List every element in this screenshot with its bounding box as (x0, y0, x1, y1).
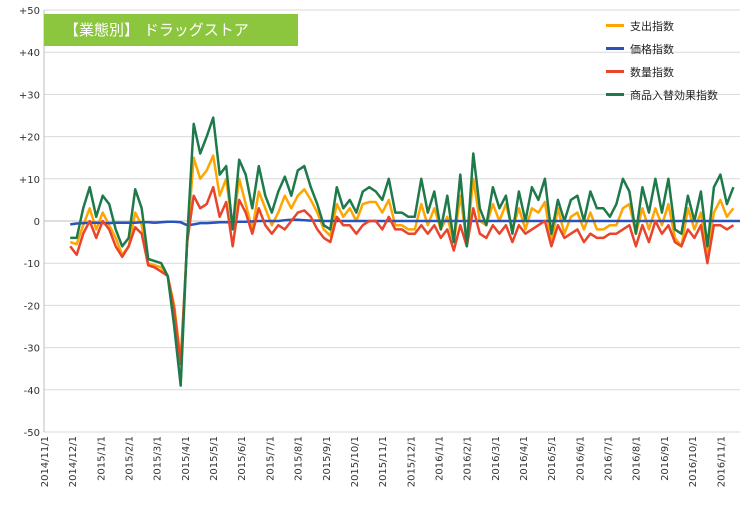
x-tick-label: 2015/10/1 (350, 436, 361, 487)
legend-label-quantity: 数量指数 (630, 65, 674, 79)
y-tick-label: 0 (34, 217, 40, 228)
x-tick-label: 2016/10/1 (688, 436, 699, 487)
x-tick-label: 2016/4/1 (519, 436, 530, 481)
x-tick-label: 2016/6/1 (575, 436, 586, 481)
y-tick-label: -20 (24, 301, 40, 312)
y-tick-label: +40 (19, 48, 40, 59)
y-tick-label: -30 (24, 344, 40, 355)
legend-item-spending: 支出指数 (606, 14, 718, 37)
series-lines (69, 116, 740, 387)
x-tick-label: 2015/9/1 (322, 436, 333, 481)
x-tick-label: 2016/5/1 (547, 436, 558, 481)
x-tick-label: 2016/3/1 (491, 436, 502, 481)
x-tick-label: 2016/7/1 (604, 436, 615, 481)
x-tick-label: 2015/6/1 (237, 436, 248, 481)
x-tick-label: 2016/2/1 (463, 436, 474, 481)
y-tick-label: +30 (19, 90, 40, 101)
x-tick-label: 2015/2/1 (125, 436, 136, 481)
y-tick-label: +10 (19, 175, 40, 186)
legend-label-replacement: 商品入替効果指数 (630, 88, 718, 102)
x-tick-label: 2015/12/1 (406, 436, 417, 487)
x-tick-label: 2015/5/1 (209, 436, 220, 481)
x-tick-label: 2015/3/1 (153, 436, 164, 481)
x-axis: 2014/11/1 2014/12/1 2015/1/1 2015/2/1 2015/3… (40, 436, 727, 487)
legend-swatch-quantity (606, 70, 624, 73)
series-line-0 (69, 154, 735, 362)
legend: 支出指数 価格指数 数量指数 商品入替効果指数 (606, 14, 718, 106)
x-tick-label: 2016/1/1 (434, 436, 445, 481)
legend-item-quantity: 数量指数 (606, 60, 718, 83)
chart-title: 【業態別】 ドラッグストア (44, 14, 298, 46)
legend-swatch-price (606, 47, 624, 50)
legend-swatch-replacement (606, 93, 624, 96)
series-line-1 (70, 218, 740, 227)
x-tick-label: 2016/11/1 (716, 436, 727, 487)
x-tick-label: 2015/7/1 (265, 436, 276, 481)
legend-label-spending: 支出指数 (630, 19, 674, 33)
x-tick-label: 2015/4/1 (181, 436, 192, 481)
y-tick-label: -10 (24, 259, 40, 270)
y-tick-label: +50 (19, 6, 40, 17)
y-tick-label: -50 (24, 428, 40, 439)
y-axis: +50 +40 +30 +20 +10 0 -10 -20 -30 -40 -50 (19, 6, 40, 439)
legend-swatch-spending (606, 24, 624, 27)
legend-item-replacement: 商品入替効果指数 (606, 83, 718, 106)
y-tick-label: -40 (24, 386, 40, 397)
x-tick-label: 2015/1/1 (96, 436, 107, 481)
legend-label-price: 価格指数 (630, 42, 674, 56)
legend-item-price: 価格指数 (606, 37, 718, 60)
x-tick-label: 2016/8/1 (632, 436, 643, 481)
x-tick-label: 2015/8/1 (294, 436, 305, 481)
x-tick-label: 2014/12/1 (68, 436, 79, 487)
y-tick-label: +20 (19, 133, 40, 144)
x-tick-label: 2016/9/1 (660, 436, 671, 481)
x-tick-label: 2014/11/1 (40, 436, 51, 487)
series-line-3 (70, 116, 735, 387)
x-tick-label: 2015/11/1 (378, 436, 389, 487)
